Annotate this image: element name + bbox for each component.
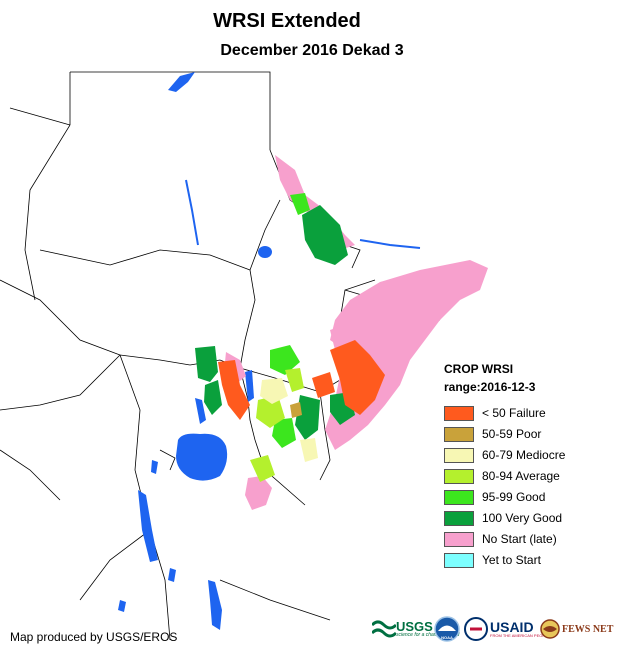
region-very-good [195, 205, 355, 440]
border-drc-west [0, 354, 121, 411]
region-good [270, 193, 310, 448]
border-zambia [79, 529, 151, 601]
somalia-failure [330, 340, 385, 415]
usgs-logo: USGS science for a changing world [372, 616, 459, 642]
legend-item-poor: 50-59 Poor [444, 426, 541, 442]
kenya-mediocre [260, 378, 288, 404]
border-kenya-somalia [319, 391, 331, 481]
noaa-text: NOAA [441, 635, 453, 640]
legend-item-yet-to-start: Yet to Start [444, 552, 541, 568]
red-sea-coast [185, 179, 199, 246]
gulf-of-aden-coast [359, 239, 421, 249]
map-title: WRSI Extended [213, 10, 361, 32]
border-car-ssudan [0, 279, 121, 356]
tanzania-average [250, 455, 275, 482]
legend-item-very-good: 100 Very Good [444, 510, 562, 526]
ethiopia-good [270, 345, 300, 375]
lake-turkana [245, 370, 254, 402]
legend-item-mediocre: 60-79 Mediocre [444, 447, 565, 463]
lake-albert [195, 398, 206, 424]
region-mediocre [260, 378, 318, 462]
legend-label: No Start (late) [482, 532, 557, 546]
legend-label: 95-99 Good [482, 490, 546, 504]
legend-label: Yet to Start [482, 553, 541, 567]
legend-range: range:2016-12-3 [444, 380, 536, 394]
legend-swatch [444, 426, 474, 442]
lake-nasser [168, 72, 195, 92]
lake-tana [258, 246, 272, 258]
legend-label: 50-59 Poor [482, 427, 542, 441]
fewsnet-globe-icon [540, 619, 560, 639]
border-ssudan-drc [119, 354, 191, 366]
map-subtitle: December 2016 Dekad 3 [220, 42, 404, 59]
legend-label: 100 Very Good [482, 511, 563, 525]
ethiopia-average [285, 368, 304, 392]
fewsnet-text: FEWS NET [562, 623, 614, 635]
usaid-text: USAID [490, 619, 534, 635]
region-poor [290, 402, 302, 418]
border-sudan-ssudan [39, 249, 251, 271]
legend-swatch [444, 489, 474, 505]
region-average [250, 368, 304, 482]
usaid-tagline: FROM THE AMERICAN PEOPLE [490, 633, 550, 638]
border-libya-sudan [9, 107, 71, 126]
legend-swatch [444, 405, 474, 421]
ethiopia-failure [312, 372, 335, 398]
lake-malawi [208, 580, 222, 630]
noaa-logo: NOAA [434, 616, 460, 642]
usgs-tagline: science for a changing world [396, 632, 460, 638]
usaid-logo: USAID FROM THE AMERICAN PEOPLE [464, 616, 550, 642]
legend-swatch [444, 531, 474, 547]
usaid-seal-icon [464, 617, 488, 641]
border-sudan-chad [24, 124, 71, 301]
legend-item-failure: < 50 Failure [444, 405, 546, 421]
legend-title: CROP WRSI [444, 362, 514, 376]
legend-swatch [444, 447, 474, 463]
legend-label: < 50 Failure [482, 406, 546, 420]
eritrea-good [290, 193, 310, 215]
kenya-average [256, 395, 285, 428]
fewsnet-logo: FEWS NET [540, 616, 613, 642]
lake-mweru [118, 600, 126, 612]
border-djibouti [344, 244, 361, 269]
eritrea-green [302, 205, 348, 265]
legend-item-no-start: No Start (late) [444, 531, 557, 547]
legend-item-good: 95-99 Good [444, 489, 545, 505]
water-bodies [118, 72, 272, 630]
kenya-good [272, 418, 296, 448]
legend-label: 80-94 Average [482, 469, 560, 483]
kenya-mediocre-2 [300, 438, 318, 462]
kenya-south-pink [245, 476, 272, 510]
kenya-poor [290, 402, 302, 418]
kenya-failure [218, 360, 250, 420]
ssudan-green [195, 346, 218, 382]
lake-victoria [176, 433, 228, 481]
border-rwanda [159, 449, 176, 471]
border-sudan-ethiopia [249, 199, 281, 271]
kenya-central-green [295, 395, 320, 440]
uganda-green [204, 380, 222, 415]
lake-kivu [151, 460, 158, 474]
legend-swatch [444, 552, 474, 568]
border-congo [0, 449, 61, 501]
map-credit: Map produced by USGS/EROS [10, 630, 178, 644]
border-ssudan-ethiopia [239, 269, 256, 369]
border-sudan-north [70, 71, 271, 150]
legend-swatch [444, 468, 474, 484]
border-uganda-kenya [239, 367, 256, 441]
legend-swatch [444, 510, 474, 526]
lake-tanganyika [138, 490, 158, 562]
region-failure [218, 340, 385, 420]
usgs-wave-icon [372, 620, 396, 638]
coastline [185, 179, 421, 249]
legend-item-average: 80-94 Average [444, 468, 560, 484]
noaa-emblem-icon: NOAA [434, 616, 460, 642]
lake-rukwa [168, 568, 176, 582]
usgs-text: USGS [396, 619, 433, 634]
legend-label: 60-79 Mediocre [482, 448, 566, 462]
border-tanzania-south [219, 579, 331, 621]
